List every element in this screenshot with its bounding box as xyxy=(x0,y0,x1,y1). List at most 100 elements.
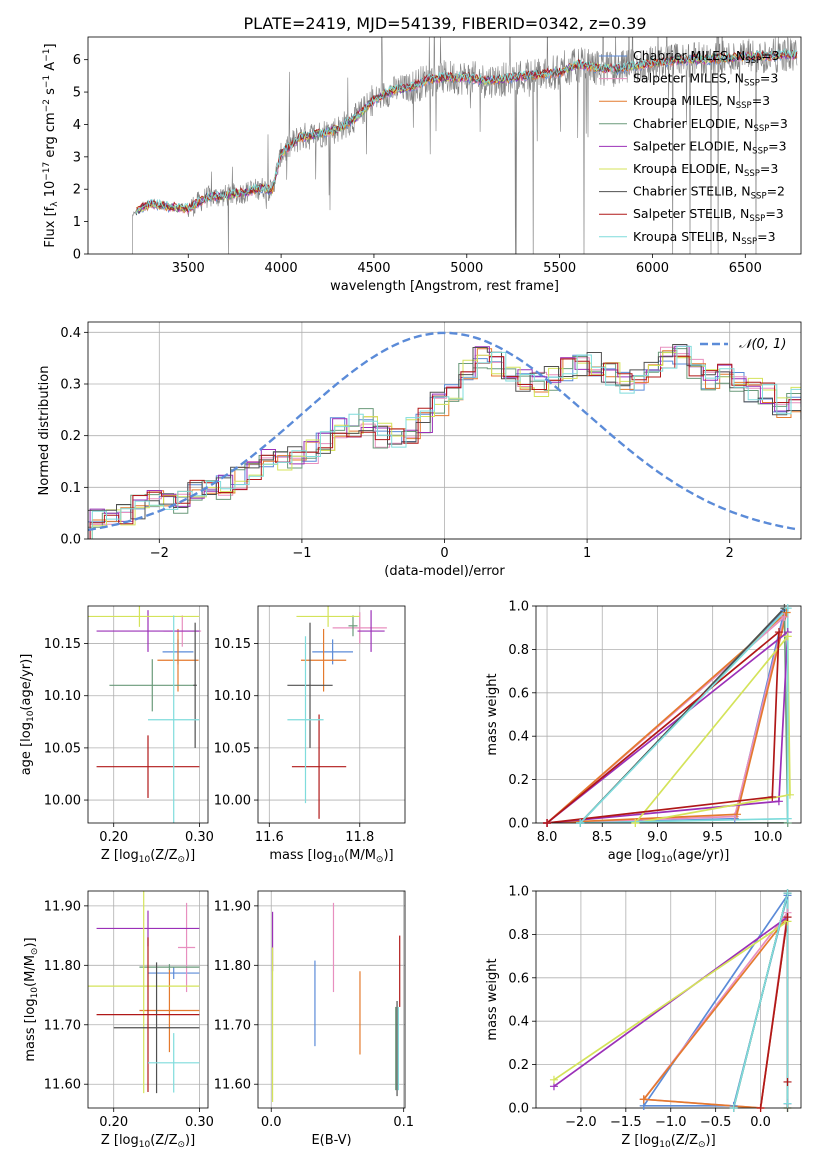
panel-age-vs-Z: 0.20 0.30 10.00 10.05 10.10 10.15 Z [log10(Z/Z… xyxy=(19,605,214,865)
errorbar-point-7 xyxy=(96,937,200,1092)
grid-age-vs-Z xyxy=(88,606,208,823)
tick-label-y: 6 xyxy=(73,53,81,68)
tick-label-x: 4500 xyxy=(357,261,390,276)
tick-label-x: 11.6 xyxy=(255,830,284,845)
errorbar-point-3 xyxy=(348,615,358,637)
tick-label-x: −1.0 xyxy=(655,1115,687,1130)
tick-label-y: 2 xyxy=(73,183,81,198)
histogram-1 xyxy=(89,346,801,539)
weight-marker xyxy=(783,632,792,641)
plot-area-age-vs-Z xyxy=(88,606,202,823)
figure-title: PLATE=2419, MJD=54139, FIBERID=0342, z=0… xyxy=(243,14,646,33)
grid-residuals xyxy=(88,322,801,540)
plot-area-age-vs-mass xyxy=(287,606,387,819)
legend-entry-0: Chabrier MILES, NSSP=3 xyxy=(633,48,780,66)
plot-area-residuals xyxy=(88,331,801,539)
tick-label-x: 0.20 xyxy=(99,830,128,845)
tick-label-x: 6000 xyxy=(636,261,669,276)
tick-label-x: 5000 xyxy=(450,261,483,276)
tick-label-y: 0.6 xyxy=(508,971,529,986)
tick-label-x: 4000 xyxy=(265,261,298,276)
tick-label-y: 0.4 xyxy=(60,326,81,341)
errorbar-point-5 xyxy=(88,606,200,627)
tick-label-y: 10.05 xyxy=(214,741,251,756)
weight-marker xyxy=(783,889,792,898)
x-axis-label: mass [log10(M/M⊙)] xyxy=(269,848,393,865)
weight-marker xyxy=(774,628,783,637)
tick-label-y: 1.0 xyxy=(508,885,529,900)
weight-marker xyxy=(774,797,783,806)
plot-area-mass-vs-Z xyxy=(88,891,200,1094)
tick-label-y: 11.60 xyxy=(214,1078,251,1093)
tick-label-x: 0 xyxy=(440,546,448,561)
legend-entry-5: Kroupa ELODIE, NSSP=3 xyxy=(633,161,778,179)
weight-line-5 xyxy=(634,634,791,823)
legend-entry-8: Kroupa STELIB, NSSP=3 xyxy=(633,229,776,247)
axes-frame xyxy=(535,605,802,824)
tick-label-y: 11.90 xyxy=(214,899,251,914)
weight-marker xyxy=(783,814,792,823)
x-axis-label: wavelength [Angstrom, rest frame] xyxy=(330,279,559,294)
tick-label-y: 10.15 xyxy=(44,637,81,652)
panel-weight-vs-Z: −2.0 −1.5 −1.0 −0.5 0.0 0.0 0.2 0.4 0.6 0.8 1.0 Z [… xyxy=(485,885,802,1150)
legend-entry-3: Chabrier ELODIE, NSSP=3 xyxy=(633,116,788,134)
weight-line-1 xyxy=(546,614,786,823)
errorbar-point-6 xyxy=(287,622,333,748)
y-axis-label: mass weight xyxy=(485,673,500,755)
tick-label-x: −1 xyxy=(292,546,311,561)
tick-label-y: 11.60 xyxy=(44,1078,81,1093)
y-axis-label: age [log10(age/yr)] xyxy=(19,654,36,776)
errorbar-point-7 xyxy=(291,714,347,819)
tick-label-y: 0.2 xyxy=(60,429,81,444)
legend-entry-7: Salpeter STELIB, NSSP=3 xyxy=(633,206,784,224)
weight-marker xyxy=(756,1104,765,1112)
tick-label-y: 0.3 xyxy=(60,378,81,393)
tick-label-y: 11.80 xyxy=(214,959,251,974)
tick-label-y: 0.4 xyxy=(508,730,529,745)
panel-mass-vs-EBV: 0.0 0.1 11.60 11.70 11.80 11.90 E(B-V) xyxy=(214,890,414,1148)
errorbar-point-2 xyxy=(139,968,200,1053)
panel-weight-vs-age: 8.0 8.5 9.0 9.5 10.0 0.0 0.2 0.4 0.6 0.8 1.0 age [l… xyxy=(485,600,802,865)
errorbar-point-5 xyxy=(296,606,360,627)
tick-label-y: 4 xyxy=(73,118,81,133)
tick-label-x: 0.30 xyxy=(185,830,214,845)
plot-area-spectrum xyxy=(132,37,798,254)
panel-residuals: −2 −1 0 1 2 0.0 0.1 0.2 0.3 0.4 (data-model)/error… xyxy=(37,321,802,579)
tick-label-y: 0.8 xyxy=(508,928,529,943)
legend-entry-4: Salpeter ELODIE, NSSP=3 xyxy=(633,138,787,156)
grid-age-vs-mass xyxy=(258,606,405,823)
errorbar-point-2 xyxy=(157,628,199,692)
tick-label-x: −2 xyxy=(150,546,169,561)
normal-distribution-curve xyxy=(88,331,799,532)
axes-frame xyxy=(87,605,209,824)
errorbar-point-4 xyxy=(357,610,385,652)
errorbar-point-7 xyxy=(96,735,200,798)
weight-line-2 xyxy=(546,610,789,823)
legend-entry-6: Chabrier STELIB, NSSP=2 xyxy=(633,184,785,202)
tick-label-y: 10.15 xyxy=(214,637,251,652)
weight-marker xyxy=(631,819,640,827)
tick-label-x: 6500 xyxy=(729,261,762,276)
tick-label-y: 1 xyxy=(73,215,81,230)
histogram-2 xyxy=(91,348,801,539)
histogram-7 xyxy=(89,355,801,539)
tick-label-y: 0.4 xyxy=(508,1015,529,1030)
weight-marker xyxy=(768,792,777,801)
tick-label-x: 0.20 xyxy=(99,1115,128,1130)
errorbar-point-1 xyxy=(332,612,387,644)
tick-label-y: 11.80 xyxy=(44,959,81,974)
tick-label-y: 10.00 xyxy=(44,794,81,809)
weight-marker xyxy=(549,1075,558,1084)
x-axis-label: age [log10(age/yr)] xyxy=(608,848,730,865)
tick-label-x: −2.0 xyxy=(565,1115,597,1130)
tick-label-x: 0.1 xyxy=(393,1115,414,1130)
histogram-6 xyxy=(88,344,801,539)
tick-label-x: 1 xyxy=(583,546,591,561)
weight-line-8 xyxy=(579,606,789,823)
panel-mass-vs-Z: 0.20 0.30 11.60 11.70 11.80 11.90 Z [log10(Z/Z… xyxy=(23,890,214,1150)
tick-label-x: 11.8 xyxy=(345,830,374,845)
weight-marker xyxy=(783,1099,792,1108)
legend-entry-normal: 𝒩(0, 1) xyxy=(739,337,786,352)
y-axis-label: mass [log10(M/M⊙)] xyxy=(23,937,40,1061)
tick-label-x: 0.0 xyxy=(750,1115,771,1130)
